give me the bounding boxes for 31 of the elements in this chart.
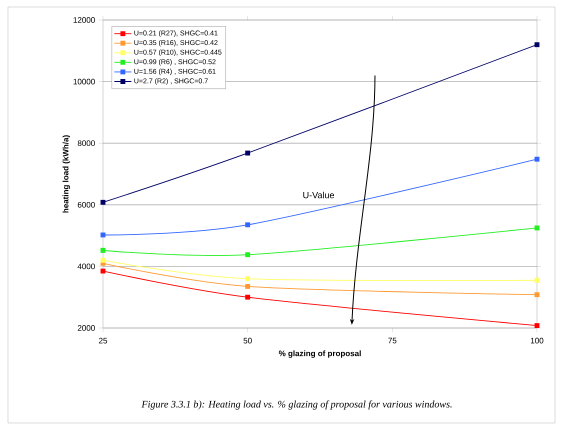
x-tick-label: 75 [388,338,396,344]
point [245,294,250,300]
point [100,258,106,263]
point [245,252,250,258]
point [100,200,106,205]
point [100,268,106,274]
point [534,323,540,328]
point [534,42,540,48]
y-tick-label: 12000 [74,17,95,23]
x-axis-title: % glazing of proposal [278,350,361,358]
x-tick-label: 50 [244,338,252,344]
point [534,278,540,283]
y-axis-title: heating load (kWh/a) [62,135,70,213]
point [245,222,250,228]
x-tick-label: 25 [98,338,108,344]
point [534,156,540,162]
point [245,150,250,156]
point [534,225,540,230]
point [534,292,540,298]
point [100,232,106,238]
y-tick-label: 10000 [74,78,95,84]
y-tick-label: 8000 [78,140,95,146]
y-tick-label: 4000 [78,264,95,270]
point [100,248,106,253]
annotation: U-Value [303,192,334,198]
y-tick-label: 6000 [78,202,95,208]
y-tick-label: 2000 [78,325,95,331]
point [245,276,250,282]
point [245,284,250,289]
x-tick-label: 100 [530,338,544,344]
caption: Figure 3.3.1 b): Heating load vs. % glazing of proposal for various windows. [141,400,452,410]
